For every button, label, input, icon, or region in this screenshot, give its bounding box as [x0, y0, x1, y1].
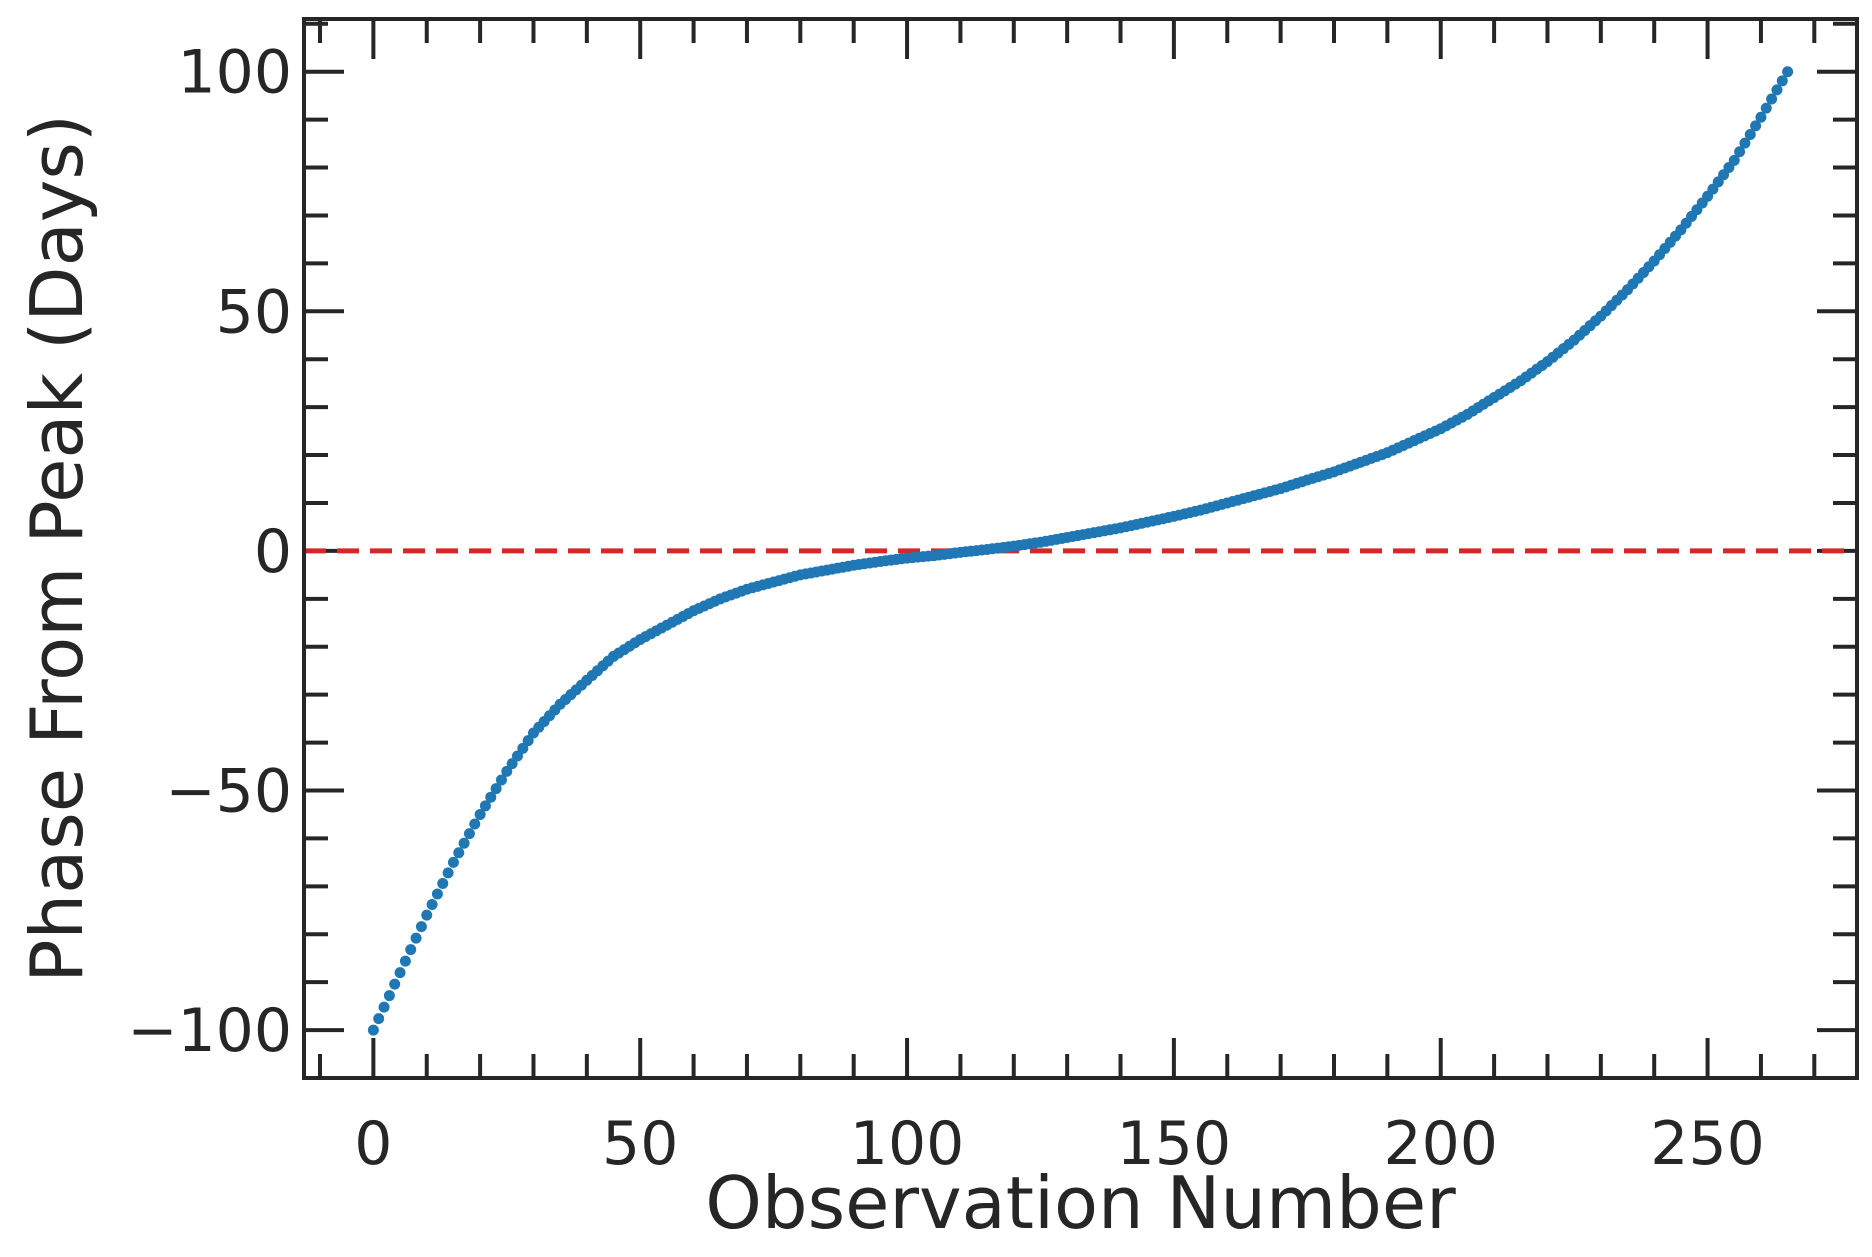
data-point: [389, 978, 401, 990]
x-tick-label: 150: [1117, 1109, 1232, 1179]
data-point: [490, 783, 502, 795]
data-points: [367, 66, 1794, 1036]
data-point: [1739, 137, 1751, 149]
y-tick-labels: −100 −50 0 50 100: [127, 38, 292, 1066]
data-point: [522, 735, 534, 747]
data-point: [458, 837, 470, 849]
y-tick-label: 50: [216, 277, 292, 347]
data-point: [474, 808, 486, 820]
data-point: [506, 758, 518, 770]
x-tick-label: 200: [1383, 1109, 1498, 1179]
data-point: [1766, 93, 1778, 105]
data-point: [415, 921, 427, 933]
data-point: [495, 774, 507, 786]
data-point: [469, 818, 481, 830]
data-point: [426, 899, 438, 911]
data-point: [1750, 120, 1762, 132]
x-axis-title: Observation Number: [705, 1161, 1456, 1245]
minor-ticks: [304, 19, 1857, 1080]
y-axis-title: Phase From Peak (Days): [15, 114, 99, 983]
data-point: [367, 1024, 379, 1036]
x-tick-labels: 0 50 100 150 200 250: [354, 1109, 1765, 1179]
plot-frame: [302, 17, 1859, 1080]
data-point: [394, 967, 406, 979]
data-point: [1760, 102, 1772, 114]
data-point: [373, 1013, 385, 1025]
data-point: [479, 800, 491, 812]
data-point: [501, 765, 513, 777]
y-tick-label: 100: [177, 38, 292, 108]
data-point: [421, 909, 433, 921]
data-point: [447, 856, 459, 868]
data-point: [517, 742, 529, 754]
data-point: [405, 944, 417, 956]
data-point: [437, 877, 449, 889]
data-point: [511, 750, 523, 762]
data-point: [453, 847, 465, 859]
data-point: [399, 955, 411, 967]
y-tick-label: 0: [254, 517, 292, 587]
data-point: [1776, 75, 1788, 87]
x-tick-label: 100: [850, 1109, 965, 1179]
data-point: [442, 867, 454, 879]
data-point: [1728, 154, 1740, 166]
data-point: [383, 990, 395, 1002]
y-tick-label: −100: [127, 996, 292, 1066]
data-point: [1744, 128, 1756, 140]
x-tick-label: 50: [602, 1109, 678, 1179]
y-tick-label: −50: [165, 756, 292, 826]
data-point: [1782, 66, 1794, 78]
data-point: [431, 888, 443, 900]
data-point: [1755, 111, 1767, 123]
x-tick-label: 250: [1650, 1109, 1765, 1179]
data-point: [378, 1001, 390, 1013]
x-tick-label: 0: [354, 1109, 392, 1179]
data-point: [1734, 146, 1746, 158]
data-point: [1771, 84, 1783, 96]
data-point: [485, 791, 497, 803]
data-point: [410, 932, 422, 944]
data-point: [463, 828, 475, 840]
